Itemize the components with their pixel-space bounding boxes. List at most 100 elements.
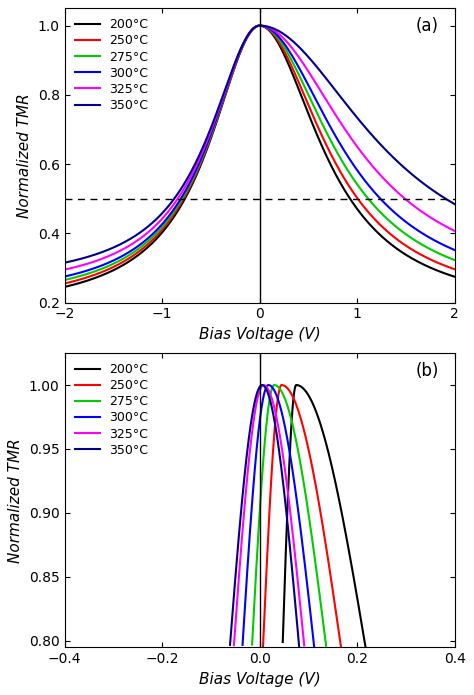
200°C [440,269,446,277]
325°C [241,38,247,47]
300°C [265,381,271,389]
300°C [82,267,87,275]
275°C [241,39,247,47]
250°C [441,261,447,270]
200°C [286,476,292,484]
325°C [82,261,87,269]
325°C [233,614,239,622]
Legend: 200°C, 250°C, 275°C, 300°C, 325°C, 350°C: 200°C, 250°C, 275°C, 300°C, 325°C, 350°C [71,359,152,460]
200°C [62,283,67,291]
275°C [272,381,277,389]
250°C [260,642,266,651]
325°C [62,265,67,274]
350°C [259,381,265,389]
250°C [257,22,263,30]
300°C [440,240,446,249]
X-axis label: Bias Voltage (V): Bias Voltage (V) [199,327,320,342]
250°C [286,386,292,394]
200°C [251,24,257,32]
350°C [441,193,447,202]
300°C [298,528,304,536]
Line: 200°C: 200°C [64,26,455,287]
350°C [243,457,249,466]
275°C [369,199,375,207]
300°C [288,454,293,462]
275°C [251,24,257,32]
350°C [296,642,302,651]
250°C [241,40,247,48]
275°C [62,276,67,284]
200°C [241,40,247,48]
Line: 250°C: 250°C [263,385,341,646]
Line: 275°C: 275°C [252,385,326,646]
300°C [251,24,257,32]
325°C [440,221,446,229]
350°C [369,131,375,139]
250°C [291,395,297,404]
300°C [250,489,256,497]
350°C [265,390,271,398]
325°C [301,641,307,650]
275°C [293,437,299,445]
Line: 350°C: 350°C [64,26,455,263]
300°C [452,246,457,254]
250°C [82,274,87,282]
X-axis label: Bias Voltage (V): Bias Voltage (V) [199,671,320,687]
350°C [232,574,238,582]
Y-axis label: Normalized TMR: Normalized TMR [9,438,23,562]
275°C [440,252,446,260]
325°C [271,403,277,411]
275°C [452,256,457,264]
Line: 325°C: 325°C [234,385,304,646]
325°C [231,641,237,649]
Line: 350°C: 350°C [230,385,299,646]
325°C [244,475,250,483]
200°C [315,411,320,420]
275°C [283,395,288,404]
350°C [241,38,247,47]
350°C [289,564,295,572]
Line: 325°C: 325°C [64,26,455,270]
Legend: 200°C, 250°C, 275°C, 300°C, 325°C, 350°C: 200°C, 250°C, 275°C, 300°C, 325°C, 350°C [71,15,152,115]
Y-axis label: Normalized TMR: Normalized TMR [17,93,32,218]
Line: 300°C: 300°C [243,385,314,647]
250°C [62,279,67,288]
Text: (b): (b) [416,362,439,380]
200°C [280,638,286,646]
350°C [452,200,457,208]
300°C [240,641,246,649]
275°C [82,270,87,279]
325°C [275,421,281,430]
300°C [241,39,247,47]
200°C [441,269,447,277]
Line: 275°C: 275°C [64,26,455,280]
325°C [251,24,257,32]
250°C [270,457,275,465]
325°C [293,558,299,566]
300°C [245,559,251,567]
250°C [317,505,323,513]
350°C [257,22,263,30]
350°C [62,259,67,267]
200°C [363,643,368,651]
250°C [440,261,446,269]
275°C [249,640,255,648]
200°C [297,382,303,391]
275°C [306,512,312,521]
200°C [82,277,87,286]
250°C [279,381,284,389]
350°C [227,641,233,649]
275°C [304,500,310,509]
350°C [261,382,267,390]
Line: 300°C: 300°C [64,26,455,277]
300°C [62,272,67,281]
200°C [452,272,457,281]
200°C [322,435,328,443]
250°C [310,463,315,471]
Line: 250°C: 250°C [64,26,455,284]
350°C [440,193,446,202]
250°C [338,642,344,651]
250°C [317,502,322,510]
325°C [257,22,263,30]
250°C [251,24,257,32]
